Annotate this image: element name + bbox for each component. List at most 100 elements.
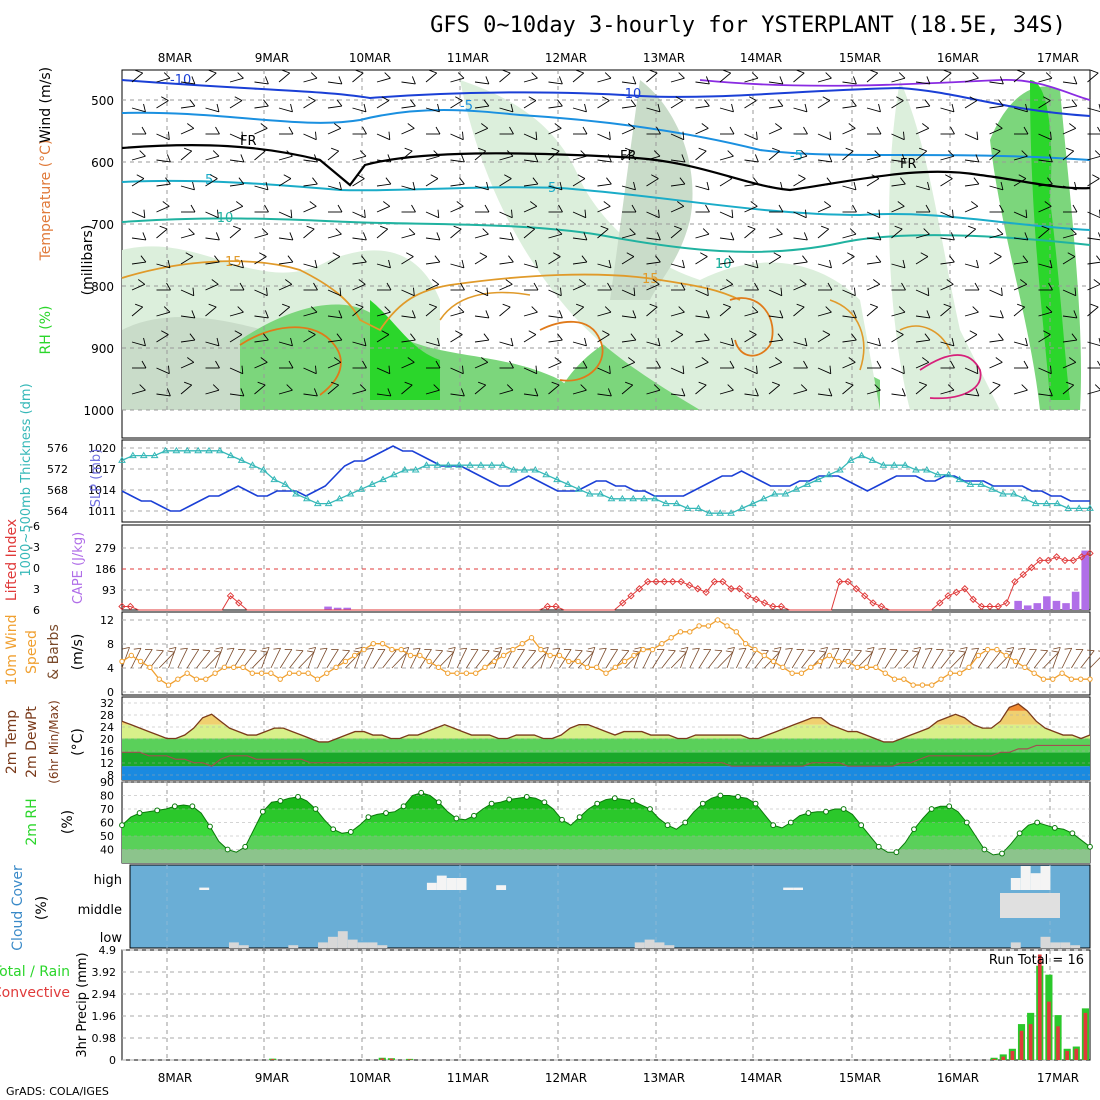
wind-barb-feather: [189, 333, 196, 341]
wind10-speed-point: [966, 664, 972, 671]
wind-barb-shaft: [719, 306, 732, 317]
li-marker: [1061, 556, 1069, 565]
wind-barb-shaft: [499, 261, 514, 265]
wind-barb-feather: [729, 126, 735, 135]
cape-bar: [1023, 605, 1032, 610]
wind10-barb-feather: [1087, 649, 1095, 652]
thickness-marker: [248, 461, 257, 468]
wind-barb: [278, 150, 293, 161]
li-marker: [652, 577, 660, 586]
thickness-marker: [324, 499, 333, 507]
wind-barb: [352, 255, 367, 265]
wind-barb: [940, 69, 952, 83]
wind-barb-feather: [166, 388, 171, 397]
wind-barb-shaft: [327, 339, 342, 343]
wind-barb: [474, 252, 488, 265]
wind-barb-shaft: [670, 183, 685, 187]
wind-barb: [572, 337, 587, 347]
wind-barb-shaft: [915, 361, 929, 369]
temp-tick-label: 16: [100, 745, 114, 758]
wind-barb: [842, 357, 856, 369]
wind-barb-shaft: [376, 263, 391, 269]
rh-tick-label: 80: [100, 790, 114, 803]
wind-barb-feather: [898, 72, 906, 79]
wind10-barb-shaft: [168, 647, 177, 669]
wind-barb-shaft: [964, 159, 979, 163]
wind-barb: [401, 228, 416, 239]
wind-barb: [695, 204, 710, 213]
wind-barb-shaft: [205, 211, 219, 219]
wind-barb-feather: [384, 306, 391, 313]
date-label-bottom: 14MAR: [740, 1071, 782, 1085]
wind-barb: [964, 177, 980, 187]
wind-barb-shaft: [425, 306, 438, 317]
panel-axis-label: Speed: [24, 630, 40, 674]
wind-barb-feather: [163, 72, 171, 79]
wind-barb-shaft: [131, 155, 146, 161]
wind-barb-feather: [974, 282, 980, 291]
rh2m-point: [682, 819, 689, 826]
wind-barb-shaft: [474, 256, 488, 265]
wind-barb-shaft: [523, 205, 537, 213]
temp-tick-label: 20: [100, 733, 114, 746]
wind-barb: [597, 259, 612, 269]
li-marker: [1002, 599, 1011, 607]
wind-barb-shaft: [695, 81, 710, 85]
wind-barb: [572, 103, 587, 113]
wind-barb-shaft: [352, 155, 367, 161]
wind-barb-shaft: [180, 384, 193, 395]
wind10-speed-point: [221, 664, 228, 671]
wind-barb-feather: [315, 365, 317, 374]
wind-barb: [891, 96, 904, 109]
wind-barb-feather: [625, 381, 633, 386]
thickness-marker: [629, 494, 638, 502]
wind-barb: [1062, 381, 1075, 395]
cape-bar: [1014, 600, 1022, 610]
wind-barb-feather: [821, 225, 829, 230]
wind10-barb: [931, 648, 944, 669]
wind-barb-shaft: [352, 178, 365, 187]
cloud-low-bar: [288, 945, 299, 948]
wind-barb-shaft: [915, 150, 928, 161]
wind-barb: [352, 103, 367, 113]
wind-barb: [376, 259, 391, 269]
wind-barb-shaft: [572, 72, 585, 83]
wind10-barb: [717, 650, 734, 669]
wind-barb-feather: [656, 232, 661, 241]
wind-barb-feather: [166, 154, 171, 163]
wind-barb-shaft: [205, 107, 220, 113]
wind-barb-shaft: [915, 315, 930, 319]
wind-barb: [254, 228, 269, 239]
wind-barb-shaft: [793, 306, 805, 317]
wind-barb-shaft: [572, 283, 586, 291]
wind-barb: [768, 357, 783, 369]
wind-barb-shaft: [915, 233, 930, 239]
wind-barb-feather: [755, 259, 759, 268]
wind-barb: [719, 103, 734, 113]
wind-barb: [744, 72, 759, 83]
wind-barb: [131, 279, 146, 291]
wind-barb-feather: [796, 69, 805, 74]
wind-barb: [523, 259, 538, 269]
wind-barb: [940, 150, 955, 161]
wind-barb-feather: [584, 103, 587, 112]
rh2m-point: [823, 808, 829, 815]
thickness-marker: [455, 461, 464, 468]
wind-barb-feather: [456, 201, 464, 207]
wind-barb: [132, 126, 147, 135]
wind10-barb-feather: [1051, 650, 1059, 653]
wind-barb-feather: [580, 384, 587, 391]
wind-barb-feather: [902, 259, 906, 268]
wind-barb-feather: [142, 232, 147, 241]
rh2m-point: [805, 810, 812, 816]
wind-barb: [1038, 154, 1053, 163]
wind-barb-feather: [682, 131, 685, 140]
wind10-barb-shaft: [940, 650, 955, 669]
wind-barb-shaft: [744, 100, 757, 109]
wind-barb-shaft: [1038, 205, 1052, 213]
wind-barb-feather: [1044, 201, 1052, 207]
wind10-speed-point: [240, 664, 246, 671]
wind10-speed-point: [659, 640, 665, 647]
date-label-top: 8MAR: [158, 51, 193, 65]
